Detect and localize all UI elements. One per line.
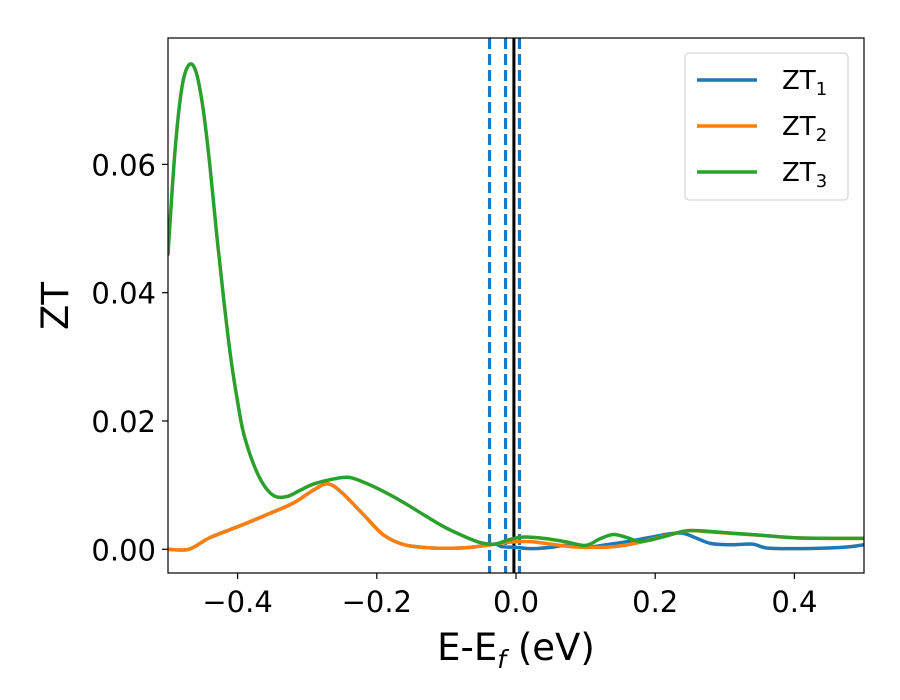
x-tick-label: −0.4 [202, 585, 272, 619]
legend: ZT1 ZT2 ZT3 [684, 52, 849, 201]
series-group [168, 62, 864, 552]
y-tick-label: 0.06 [91, 148, 156, 182]
x-tick-label: 0.0 [493, 585, 539, 619]
legend-label-zt3: ZT3 [782, 158, 827, 192]
x-tick-label: 0.4 [771, 585, 817, 619]
legend-label-zt1: ZT1 [782, 66, 827, 100]
y-tick-label: 0.02 [91, 405, 156, 439]
y-axis-title: ZT [34, 282, 77, 330]
y-tick-label: 0.04 [91, 277, 156, 311]
reference-lines [487, 38, 522, 573]
x-tick-label: −0.2 [342, 585, 412, 619]
series-line-zt3 [168, 62, 864, 548]
x-axis-title: E-Ef (eV) [437, 626, 595, 674]
legend-label-zt2: ZT2 [782, 112, 827, 146]
y-tick-label: 0.00 [91, 533, 156, 567]
legend-frame [684, 52, 849, 201]
y-axis: 0.00 0.02 0.04 0.06 [91, 148, 168, 567]
x-tick-label: 0.2 [632, 585, 678, 619]
x-axis: −0.4 −0.2 0.0 0.2 0.4 [202, 573, 817, 619]
